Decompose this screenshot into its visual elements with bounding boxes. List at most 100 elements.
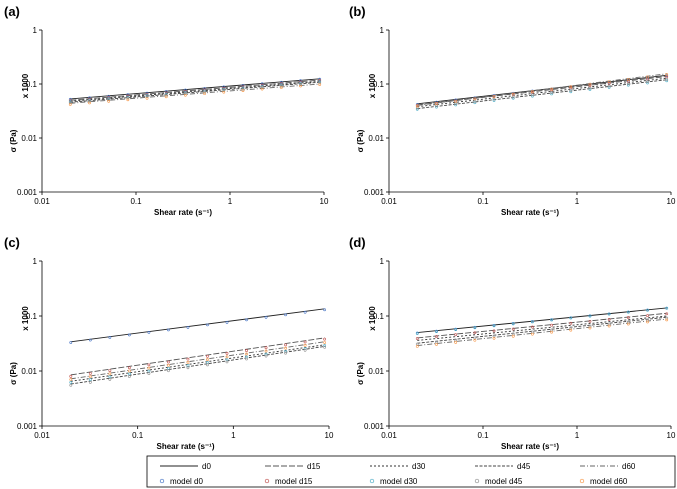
data-point [665, 316, 669, 320]
series-line-d30 [417, 77, 667, 108]
series-markers-model-d60 [415, 318, 669, 348]
data-point [473, 326, 477, 330]
data-point [531, 332, 534, 336]
y-tick-label: 0.001 [364, 422, 385, 431]
data-point [145, 95, 149, 99]
data-point [127, 375, 131, 378]
x-tick-label: 1 [228, 197, 233, 206]
data-point [88, 372, 92, 375]
data-point [665, 312, 669, 316]
data-point [88, 380, 92, 384]
x-tick-label: 10 [320, 197, 329, 206]
legend-label-model-d15: model d15 [275, 477, 313, 486]
x-tick-label: 1 [575, 431, 580, 440]
data-point [318, 83, 322, 86]
x-tick-label: 10 [667, 431, 676, 440]
data-point [260, 84, 264, 88]
panel-label: (d) [349, 235, 366, 250]
y-tick-label: 0.001 [17, 188, 38, 197]
data-point [108, 378, 112, 381]
data-point [299, 81, 302, 85]
data-point [108, 375, 112, 379]
data-point [569, 321, 573, 325]
series-line-d0 [70, 308, 325, 343]
data-point [206, 358, 209, 361]
data-point [147, 369, 151, 373]
data-point [222, 85, 226, 89]
series-line-d30 [70, 80, 320, 102]
data-point [454, 340, 458, 344]
y-axis-multiplier: x 1000 [21, 73, 30, 98]
data-point [126, 96, 130, 100]
y-tick-label: 0.01 [368, 367, 384, 376]
data-point [626, 322, 630, 326]
x-tick-label: 0.1 [477, 431, 489, 440]
data-point [588, 88, 592, 91]
x-axis-title: Shear rate (s⁻¹) [154, 208, 212, 217]
panel-label: (b) [349, 4, 366, 19]
data-point [186, 366, 190, 370]
legend-box [146, 455, 676, 488]
data-point [511, 95, 515, 99]
series-markers-model-d45 [69, 345, 327, 387]
data-point [473, 336, 477, 340]
data-point [318, 77, 322, 81]
data-point [415, 106, 419, 110]
data-point [167, 366, 170, 370]
data-point [492, 97, 496, 101]
data-point [127, 369, 131, 373]
data-point [88, 375, 92, 379]
data-point [454, 328, 458, 332]
y-tick-label: 0.1 [26, 312, 38, 321]
legend-label-d60: d60 [622, 462, 636, 471]
data-point [646, 314, 649, 318]
series-line-d0 [417, 74, 667, 105]
y-axis-title: σ (Pa) [9, 362, 18, 385]
x-tick-label: 0.01 [34, 197, 50, 206]
data-point [415, 345, 419, 348]
series-line-d15 [70, 79, 320, 101]
data-point [646, 75, 649, 79]
data-point [186, 361, 190, 364]
data-point [167, 360, 170, 364]
data-point [303, 348, 307, 352]
data-point [454, 333, 458, 337]
data-point [550, 318, 553, 322]
data-point [299, 82, 302, 86]
data-point [264, 346, 268, 350]
data-point [147, 331, 151, 334]
data-point [626, 83, 630, 87]
data-point [284, 313, 287, 317]
data-point [492, 336, 496, 340]
y-tick-label: 0.001 [364, 188, 385, 197]
data-point [264, 354, 268, 358]
data-point [318, 81, 322, 85]
data-point [626, 310, 630, 314]
data-point [184, 92, 187, 95]
series-line-d15 [417, 312, 667, 339]
data-point [88, 99, 91, 103]
data-point [241, 87, 245, 91]
data-point [569, 85, 573, 89]
data-point [127, 372, 131, 376]
data-point [241, 86, 245, 90]
data-point [127, 333, 131, 337]
x-tick-label: 10 [325, 431, 334, 440]
data-point [569, 86, 573, 90]
data-point [186, 364, 190, 367]
y-axis-multiplier: x 1000 [21, 306, 30, 331]
data-point [473, 101, 477, 105]
data-point [69, 383, 73, 387]
data-point [107, 99, 111, 103]
series-markers-model-d30 [69, 344, 327, 384]
data-point [511, 334, 515, 338]
x-tick-label: 0.1 [130, 197, 142, 206]
data-point [279, 80, 283, 84]
data-point [279, 86, 283, 89]
data-point [550, 91, 553, 94]
data-point [531, 94, 534, 98]
legend-label-d15: d15 [307, 462, 321, 471]
